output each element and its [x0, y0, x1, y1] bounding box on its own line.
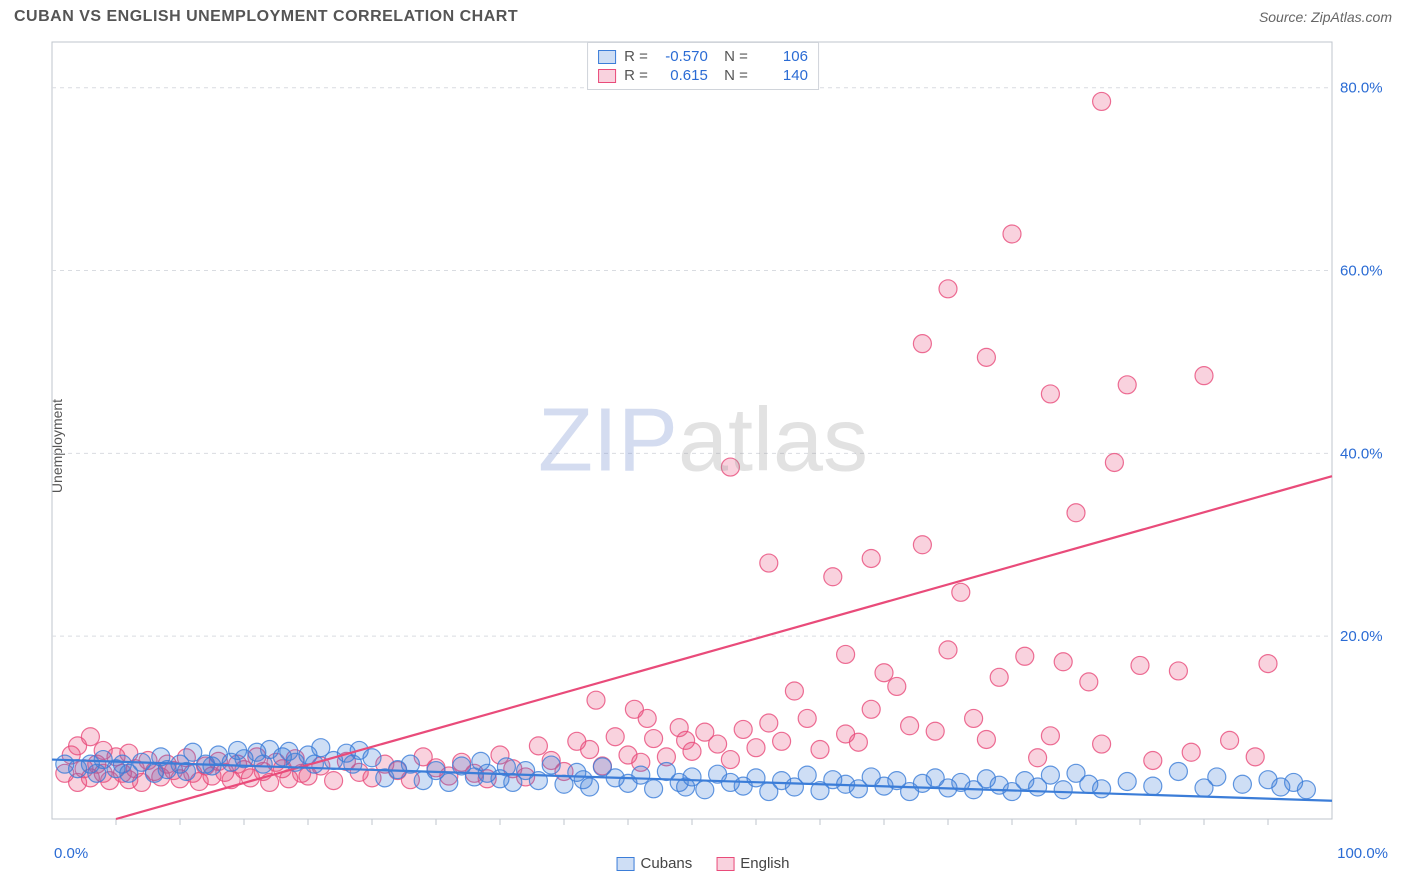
- svg-text:80.0%: 80.0%: [1340, 80, 1383, 97]
- swatch-english: [716, 857, 734, 871]
- svg-text:20.0%: 20.0%: [1340, 628, 1383, 645]
- stat-n-cubans: 106: [756, 48, 808, 65]
- stat-label-n: N =: [716, 48, 748, 65]
- svg-text:40.0%: 40.0%: [1340, 445, 1383, 462]
- legend-label-english: English: [740, 855, 789, 872]
- swatch-english: [598, 69, 616, 83]
- svg-text:60.0%: 60.0%: [1340, 263, 1383, 280]
- chart-title: CUBAN VS ENGLISH UNEMPLOYMENT CORRELATIO…: [14, 8, 518, 26]
- swatch-cubans: [598, 50, 616, 64]
- stat-label-n: N =: [716, 67, 748, 84]
- stat-r-english: 0.615: [656, 67, 708, 84]
- source-label: Source: ZipAtlas.com: [1259, 9, 1392, 25]
- legend-item-english: English: [716, 855, 789, 872]
- swatch-cubans: [617, 857, 635, 871]
- stats-legend: R = -0.570 N = 106 R = 0.615 N = 140: [587, 42, 819, 90]
- x-axis-min-label: 0.0%: [54, 845, 88, 862]
- stat-r-cubans: -0.570: [656, 48, 708, 65]
- legend-item-cubans: Cubans: [617, 855, 693, 872]
- x-axis-max-label: 100.0%: [1337, 845, 1388, 862]
- series-legend: Cubans English: [617, 855, 790, 872]
- stat-label-r: R =: [624, 48, 648, 65]
- legend-label-cubans: Cubans: [641, 855, 693, 872]
- stat-label-r: R =: [624, 67, 648, 84]
- stats-legend-row-english: R = 0.615 N = 140: [598, 66, 808, 85]
- stats-legend-row-cubans: R = -0.570 N = 106: [598, 47, 808, 66]
- scatter-chart: 20.0% 40.0% 60.0% 80.0%: [50, 40, 1392, 837]
- stat-n-english: 140: [756, 67, 808, 84]
